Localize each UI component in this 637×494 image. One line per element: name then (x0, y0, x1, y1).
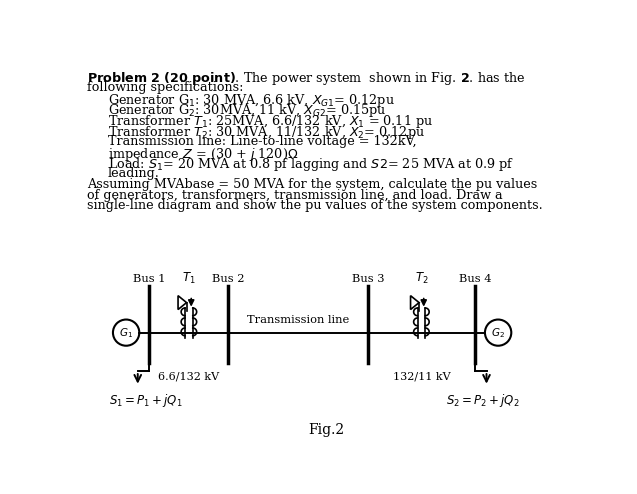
Text: impedance $Z$ = (30 + $j$ 120)$\Omega$: impedance $Z$ = (30 + $j$ 120)$\Omega$ (108, 146, 297, 163)
Text: Load: $S_1$= 20 MVA at 0.8 pf lagging and $S2$= 25 MVA at 0.9 pf: Load: $S_1$= 20 MVA at 0.8 pf lagging an… (108, 156, 514, 173)
Text: leading.: leading. (108, 167, 159, 180)
Text: single-line diagram and show the pu values of the system components.: single-line diagram and show the pu valu… (87, 200, 543, 212)
Text: $S_2=P_2+jQ_2$: $S_2=P_2+jQ_2$ (446, 392, 519, 409)
Text: $\mathit{T}_2$: $\mathit{T}_2$ (415, 271, 428, 287)
Text: $\mathit{T}_1$: $\mathit{T}_1$ (182, 271, 196, 287)
Text: Bus 2: Bus 2 (212, 274, 245, 284)
Text: Bus 4: Bus 4 (459, 274, 491, 284)
Text: following specifications:: following specifications: (87, 81, 244, 94)
Text: Assuming MVAbase = 50 MVA for the system, calculate the pu values: Assuming MVAbase = 50 MVA for the system… (87, 178, 538, 191)
Text: Transmission line: Line-to-line voltage = 132kV,: Transmission line: Line-to-line voltage … (108, 135, 416, 148)
Text: $\bf{Problem\ 2\ (20\ point)}$. The power system  shown in Fig. $\bf{2}$. has th: $\bf{Problem\ 2\ (20\ point)}$. The powe… (87, 70, 526, 87)
Text: Transformer $\mathit{T}_2$: 30 MVA, 11/132 kV, $X_2$= 0.12pu: Transformer $\mathit{T}_2$: 30 MVA, 11/1… (108, 124, 424, 141)
Text: Generator G$_2$: 30MVA, 11 kV, $\mathit{X}_{G2}$= 0.15pu: Generator G$_2$: 30MVA, 11 kV, $\mathit{… (108, 102, 386, 120)
Text: Bus 1: Bus 1 (133, 274, 166, 284)
Text: Generator G$_1$: 30 MVA, 6.6 kV, $\mathit{X}_{G1}$= 0.12pu: Generator G$_1$: 30 MVA, 6.6 kV, $\mathi… (108, 91, 394, 109)
Text: Transmission line: Transmission line (247, 315, 349, 325)
Text: 6.6/132 kV: 6.6/132 kV (159, 371, 220, 381)
Text: of generators, transformers, transmission line, and load. Draw a: of generators, transformers, transmissio… (87, 189, 503, 202)
Text: Transformer $\mathit{T}_1$: 25MVA, 6.6/132 kV, $X_1$ = 0.11 pu: Transformer $\mathit{T}_1$: 25MVA, 6.6/1… (108, 113, 433, 130)
Text: $G_2$: $G_2$ (491, 326, 505, 339)
Text: Fig.2: Fig.2 (308, 423, 344, 437)
Text: $S_1=P_1+jQ_1$: $S_1=P_1+jQ_1$ (109, 392, 182, 409)
Text: 132/11 kV: 132/11 kV (392, 371, 450, 381)
Text: Bus 3: Bus 3 (352, 274, 384, 284)
Text: $G_1$: $G_1$ (119, 326, 133, 339)
